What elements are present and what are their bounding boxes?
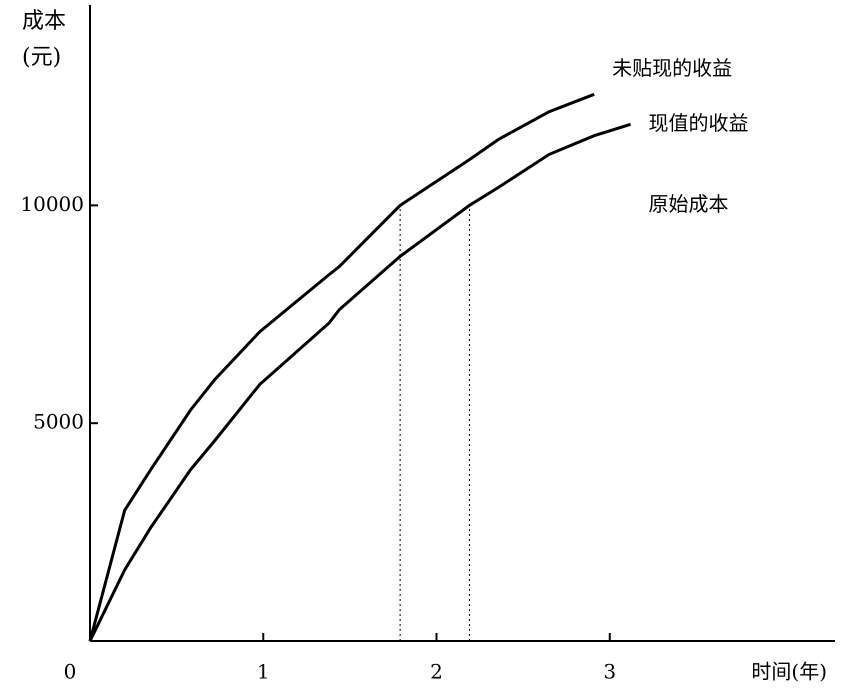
- series-label: 现值的收益: [649, 111, 749, 135]
- y-tick-label: 5000: [33, 410, 84, 434]
- y-tick-label: 10000: [20, 192, 84, 216]
- x-tick-label: 2: [430, 660, 443, 684]
- x-tick-label: 0: [64, 660, 77, 684]
- y-axis-title: 成本(元): [22, 9, 67, 70]
- x-tick-label: 1: [257, 660, 270, 684]
- series-label: 原始成本: [649, 192, 729, 216]
- x-tick-label: 3: [603, 660, 616, 684]
- line-series: [88, 92, 595, 642]
- series-label: 未贴现的收益: [612, 56, 732, 80]
- x-axis-title: 时间(年): [751, 660, 827, 684]
- line-series: [88, 122, 632, 642]
